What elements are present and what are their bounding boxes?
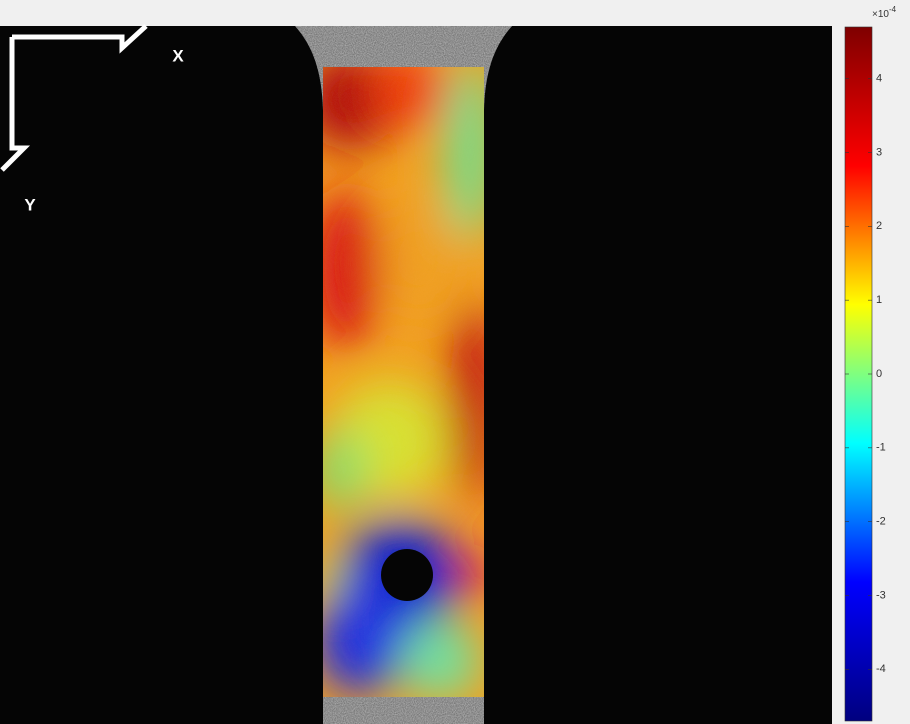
- strain-field: [323, 67, 484, 697]
- y-axis-arrow: [0, 37, 31, 172]
- y-label: Y: [24, 195, 36, 214]
- x-label: X: [172, 46, 184, 65]
- colorbar-tick-label: -3: [876, 589, 886, 601]
- x-axis-arrow: [12, 24, 148, 54]
- exponent-value: -4: [889, 5, 897, 14]
- hole: [381, 549, 433, 601]
- colorbar-tick-label: -1: [876, 442, 886, 454]
- colorbar-tick-label: 2: [876, 220, 882, 232]
- colorbar-tick-label: 3: [876, 146, 882, 158]
- colorbar-exponent: ×10-4: [872, 5, 897, 20]
- colorbar-tick-label: 4: [876, 73, 882, 85]
- colorbar-tick-label: -4: [876, 663, 886, 675]
- colorbar-tick-label: 1: [876, 294, 882, 306]
- colorbar-tick-label: -2: [876, 516, 886, 528]
- colorbar: -4 -3 -2 -1 0 1 2 3 4: [844, 26, 886, 722]
- exponent-base: ×10: [872, 9, 889, 20]
- colorbar-fill: [844, 26, 873, 722]
- colorbar-tick-label: 0: [876, 368, 882, 380]
